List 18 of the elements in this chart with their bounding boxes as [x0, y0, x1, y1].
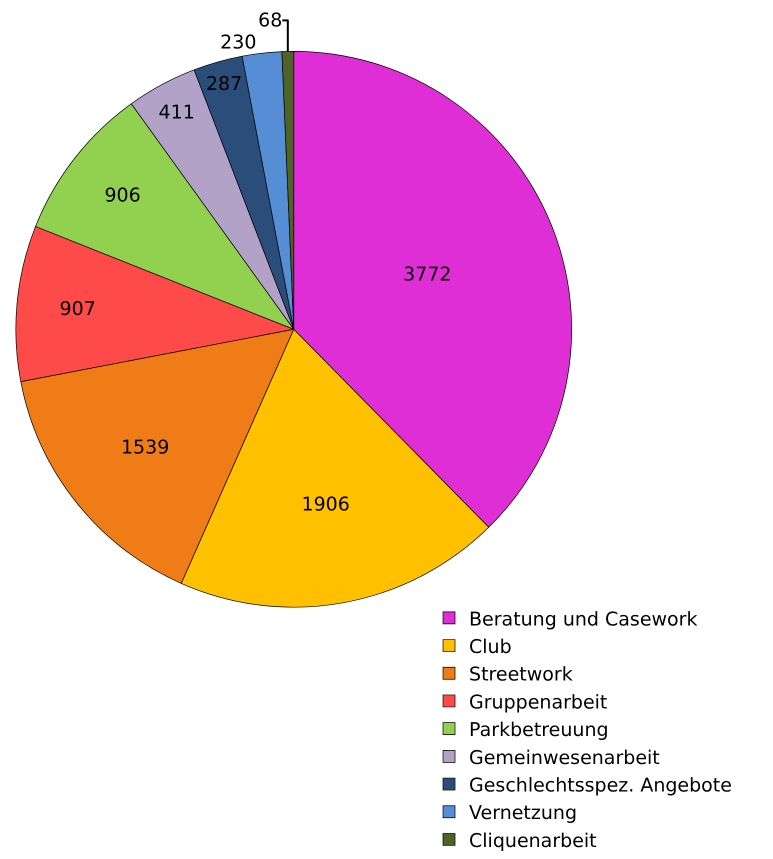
legend-label: Vernetzung: [469, 802, 578, 824]
legend-label: Gemeinwesenarbeit: [469, 746, 660, 769]
legend-label: Cliquenarbeit: [469, 830, 597, 852]
data-label: 411: [158, 102, 195, 124]
data-label: 907: [60, 298, 96, 320]
data-label: 3772: [403, 264, 452, 286]
legend-label: Geschlechtsspez. Angebote: [469, 774, 732, 796]
data-label: 906: [104, 184, 141, 207]
data-label: 1906: [301, 493, 350, 516]
legend-label: Club: [469, 636, 512, 658]
data-label: 1539: [120, 436, 170, 458]
legend-label: Parkbetreuung: [469, 719, 609, 742]
legend-label: Beratung und Casework: [469, 608, 698, 630]
data-label: 68: [258, 9, 282, 32]
data-label: 287: [206, 72, 242, 95]
legend-label: Streetwork: [469, 664, 573, 686]
data-label: 230: [220, 31, 256, 54]
legend-label: Gruppenarbeit: [469, 691, 608, 714]
